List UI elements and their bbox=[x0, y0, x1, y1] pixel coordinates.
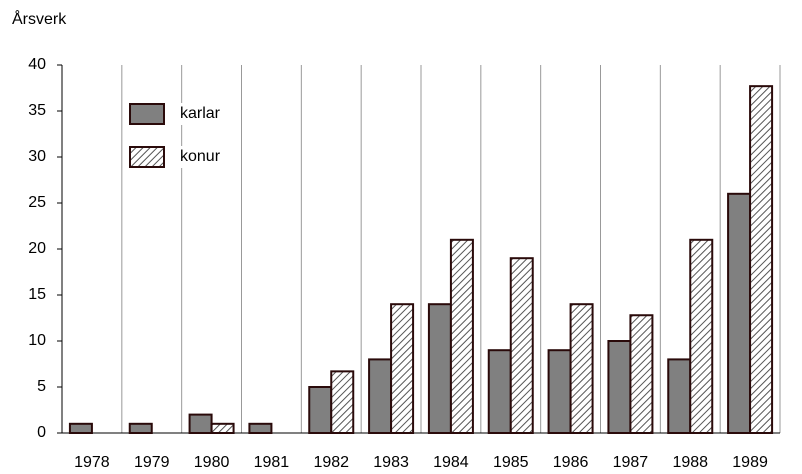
bar bbox=[248, 422, 273, 434]
bar bbox=[368, 358, 393, 434]
bar bbox=[188, 413, 213, 435]
bar bbox=[727, 192, 752, 434]
x-tick-label: 1987 bbox=[613, 454, 649, 471]
y-axis-label: Årsverk bbox=[12, 9, 67, 28]
legend-text-bg bbox=[176, 103, 240, 125]
x-tick-label: 1988 bbox=[672, 454, 708, 471]
x-tick-label: 1980 bbox=[194, 454, 230, 471]
bar bbox=[509, 257, 534, 435]
y-tick-label: 5 bbox=[37, 378, 46, 395]
y-tick-label: 10 bbox=[28, 332, 46, 349]
bar bbox=[308, 386, 333, 434]
bar bbox=[427, 303, 452, 435]
bar bbox=[569, 303, 594, 435]
bar bbox=[330, 370, 355, 434]
bar bbox=[629, 314, 654, 434]
bar bbox=[667, 358, 692, 434]
legend-label: karlar bbox=[180, 105, 221, 122]
x-tick-label: 1986 bbox=[553, 454, 589, 471]
legend-swatch bbox=[129, 146, 165, 168]
legend-text-bg bbox=[176, 146, 240, 168]
x-tick-label: 1981 bbox=[254, 454, 290, 471]
legend-swatch bbox=[129, 103, 165, 125]
x-tick-label: 1989 bbox=[732, 454, 768, 471]
x-tick-label: 1979 bbox=[134, 454, 170, 471]
bar bbox=[487, 349, 512, 435]
x-tick-label: 1984 bbox=[433, 454, 469, 471]
y-tick-label: 30 bbox=[28, 148, 46, 165]
bar bbox=[749, 85, 774, 434]
x-tick-label: 1985 bbox=[493, 454, 529, 471]
bar bbox=[390, 303, 415, 435]
bar bbox=[128, 422, 153, 434]
y-tick-label: 15 bbox=[28, 286, 46, 303]
x-tick-label: 1982 bbox=[313, 454, 349, 471]
bar bbox=[449, 238, 474, 434]
x-tick-label: 1983 bbox=[373, 454, 409, 471]
bar bbox=[210, 422, 235, 434]
y-tick-label: 0 bbox=[37, 424, 46, 441]
bar bbox=[68, 422, 93, 434]
bar bbox=[607, 340, 632, 434]
y-tick-label: 25 bbox=[28, 194, 46, 211]
legend-label: konur bbox=[180, 148, 221, 165]
bar bbox=[689, 238, 714, 434]
x-tick-label: 1978 bbox=[74, 454, 110, 471]
y-tick-label: 20 bbox=[28, 240, 46, 257]
y-tick-label: 40 bbox=[28, 56, 46, 73]
y-tick-label: 35 bbox=[28, 102, 46, 119]
bar bbox=[547, 349, 572, 435]
